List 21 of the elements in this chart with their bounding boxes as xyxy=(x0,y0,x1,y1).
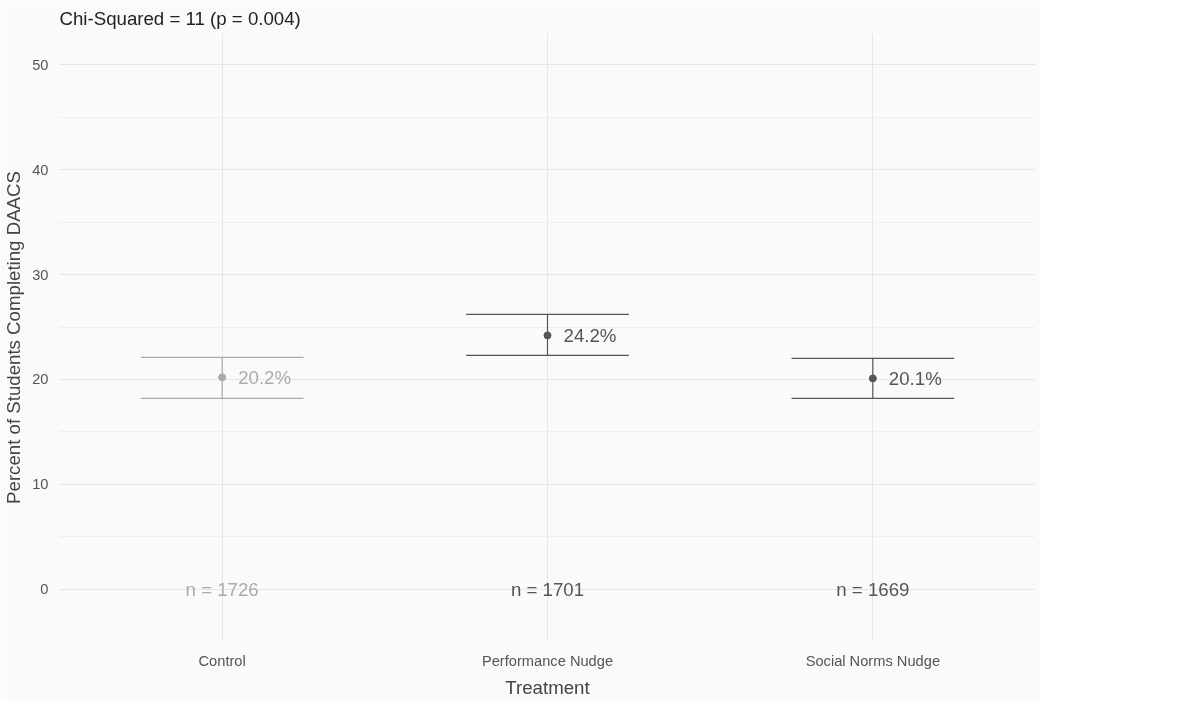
y-tick-label: 0 xyxy=(40,581,49,598)
x-tick-label: Performance Nudge xyxy=(481,652,614,669)
y-tick-label: 40 xyxy=(32,161,49,178)
x-tick-label: Social Norms Nudge xyxy=(805,652,941,669)
y-axis-title: Percent of Students Completing DAACS xyxy=(3,171,25,504)
annotation: n = 1701 xyxy=(510,578,585,600)
point xyxy=(868,374,877,383)
x-axis-title: Treatment xyxy=(505,676,591,698)
y-tick-label: 50 xyxy=(32,56,49,73)
chart-title: Chi-Squared = 11 (p = 0.004) xyxy=(59,7,301,29)
y-tick-label: 30 xyxy=(32,266,49,283)
y-tick-label: 10 xyxy=(32,476,49,493)
data-label: 24.2% xyxy=(563,324,617,346)
y-tick-label: 20 xyxy=(32,371,49,388)
annotation: n = 1726 xyxy=(185,578,259,600)
data-label: 20.1% xyxy=(888,367,942,389)
data-label: 20.2% xyxy=(238,366,292,388)
point xyxy=(218,373,227,382)
x-tick-label: Control xyxy=(198,652,246,669)
annotation: n = 1669 xyxy=(836,578,910,600)
point xyxy=(543,331,552,340)
